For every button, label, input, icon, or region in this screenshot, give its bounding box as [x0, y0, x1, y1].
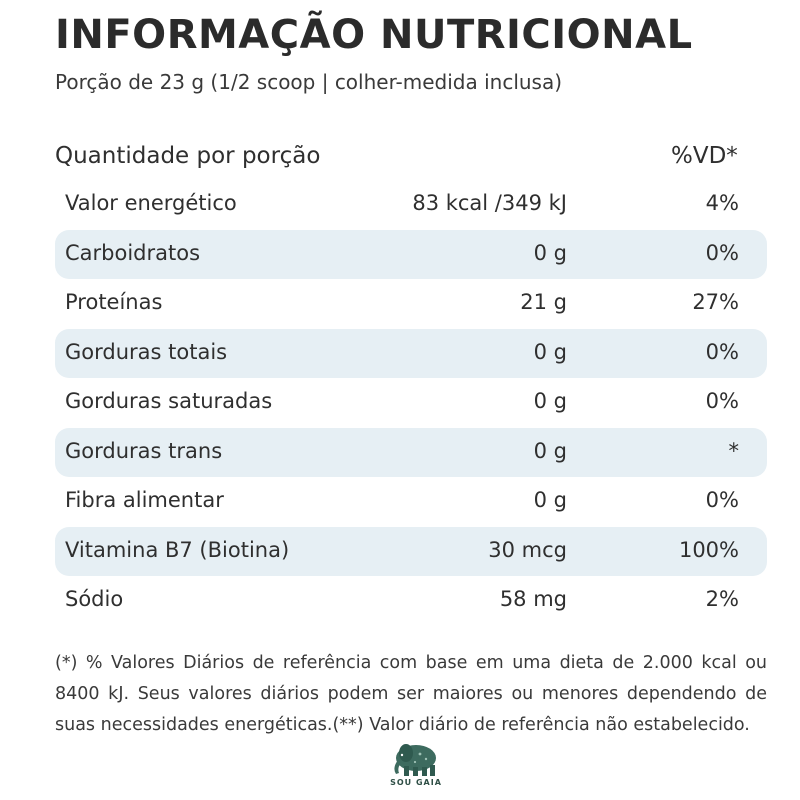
nutrient-label: Carboidratos [65, 240, 201, 265]
serving-size: Porção de 23 g (1/2 scoop | colher-medid… [55, 70, 563, 94]
nutrient-label: Fibra alimentar [65, 488, 224, 512]
page-title: INFORMAÇÃO NUTRICIONAL [55, 12, 693, 58]
nutrient-label: Gorduras trans [65, 438, 223, 463]
nutrient-vd: 2% [705, 587, 739, 611]
table-row: Fibra alimentar 0 g 0% [55, 477, 767, 527]
table-row: Gorduras trans 0 g * [55, 427, 767, 477]
table-header-quantity: Quantidade por porção [55, 143, 321, 169]
table-header-vd: %VD* [671, 143, 738, 169]
table-row: Vitamina B7 (Biotina) 30 mcg 100% [55, 526, 767, 576]
nutrient-amount: 83 kcal /349 kJ [412, 191, 567, 215]
nutrient-amount: 21 g [520, 290, 567, 314]
nutrient-amount: 0 g [533, 339, 567, 364]
nutrient-vd: 4% [705, 191, 739, 215]
nutrient-vd: 0% [705, 389, 739, 413]
nutrient-label: Gorduras saturadas [65, 389, 273, 413]
nutrient-label: Vitamina B7 (Biotina) [65, 537, 290, 562]
nutrient-amount: 0 g [533, 488, 567, 512]
nutrient-amount: 58 mg [499, 587, 567, 611]
nutrient-amount: 0 g [533, 389, 567, 413]
nutrition-table: Valor energético 83 kcal /349 kJ 4% Carb… [55, 180, 767, 626]
nutrient-label: Valor energético [65, 191, 237, 215]
nutrient-amount: 30 mcg [488, 537, 567, 562]
nutrient-label: Proteínas [65, 290, 163, 314]
table-row: Carboidratos 0 g 0% [55, 229, 767, 279]
nutrient-vd: * [728, 438, 740, 463]
nutrient-vd: 100% [678, 537, 739, 562]
table-row: Gorduras saturadas 0 g 0% [55, 378, 767, 428]
table-row: Proteínas 21 g 27% [55, 279, 767, 329]
nutrient-amount: 0 g [533, 438, 567, 463]
footnote: (*) % Valores Diários de referência com … [55, 653, 767, 735]
table-row: Sódio 58 mg 2% [55, 576, 767, 626]
nutrient-amount: 0 g [533, 240, 567, 265]
nutrient-label: Sódio [65, 587, 124, 611]
elephant-logo-icon [394, 744, 436, 776]
nutrient-vd: 0% [705, 488, 739, 512]
table-row: Valor energético 83 kcal /349 kJ 4% [55, 180, 767, 230]
nutrient-vd: 27% [692, 290, 739, 314]
nutrient-vd: 0% [705, 240, 739, 265]
brand-logo: SOU GAIA [380, 740, 452, 796]
table-row: Gorduras totais 0 g 0% [55, 328, 767, 378]
nutrient-label: Gorduras totais [65, 339, 228, 364]
brand-name: SOU GAIA [390, 778, 442, 787]
nutrient-vd: 0% [705, 339, 739, 364]
